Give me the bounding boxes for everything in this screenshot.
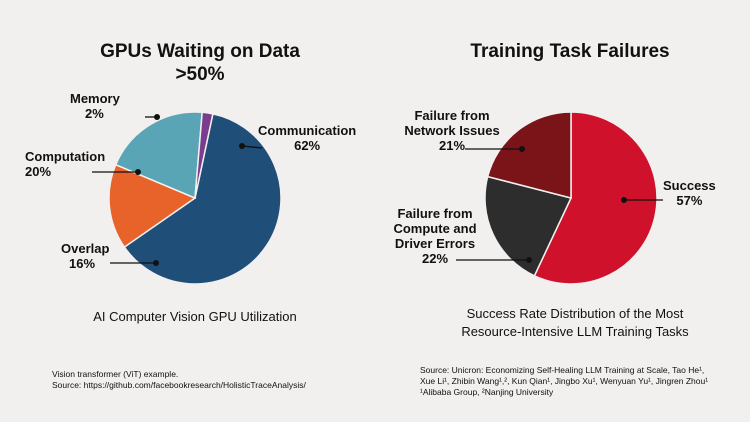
label-compute-line-2: Compute and <box>393 221 477 236</box>
label-network-value: 21% <box>438 138 466 153</box>
overlap-leader-dot <box>153 260 159 266</box>
slice-network-failure <box>486 111 572 199</box>
label-success: Success 57% <box>663 178 716 208</box>
label-communication: Communication 62% <box>258 123 356 153</box>
label-compute-line-3: Driver Errors <box>394 236 476 251</box>
right-source-line-1: Source: Unicron: Economizing Self-Healin… <box>420 365 705 375</box>
slice-success <box>533 111 658 285</box>
communication-leader-dot <box>239 143 245 149</box>
label-computation-name: Computation <box>25 149 106 164</box>
label-computation-value: 20% <box>25 164 52 179</box>
label-compute-failure: Failure from Compute and Driver Errors 2… <box>387 206 483 266</box>
right-chart-caption: Success Rate Distribution of the Most Re… <box>425 305 725 341</box>
left-subtitle-text: >50% <box>175 64 225 85</box>
slice-overlap <box>108 163 197 249</box>
communication-leader-line <box>241 145 263 149</box>
label-network-line-2: Network Issues <box>404 123 500 138</box>
right-source-line-3: ¹Alibaba Group, ²Nanjing University <box>420 387 554 397</box>
compute-failure-leader-dot <box>526 257 532 263</box>
right-caption-line-2: Resource-Intensive LLM Training Tasks <box>461 324 689 339</box>
label-communication-name: Communication <box>258 123 357 138</box>
slice-computation <box>114 111 204 200</box>
label-network-line-1: Failure from <box>414 108 490 123</box>
label-computation: Computation 20% <box>25 149 105 179</box>
slice-compute-failure <box>484 175 573 277</box>
label-overlap-value: 16% <box>69 256 96 271</box>
right-chart-title: Training Task Failures <box>470 41 670 62</box>
left-source-line-2: Source: https://github.com/facebookresea… <box>52 380 306 390</box>
right-source-line-2: Xue Li¹, Zhibin Wang¹,², Kun Qian¹, Jing… <box>420 376 709 386</box>
label-memory-name: Memory <box>70 91 120 106</box>
right-source: Source: Unicron: Economizing Self-Healin… <box>420 365 708 398</box>
label-overlap-name: Overlap <box>61 241 110 256</box>
left-source-line-1: Vision transformer (ViT) example. <box>52 369 179 379</box>
slice-communication <box>123 112 282 285</box>
label-memory: Memory 2% <box>70 91 120 121</box>
label-network-failure: Failure from Network Issues 21% <box>402 108 502 153</box>
label-compute-value: 22% <box>421 251 449 266</box>
label-success-value: 57% <box>676 193 703 208</box>
network-failure-leader-dot <box>519 146 525 152</box>
left-chart-title: GPUs Waiting on Data >50% <box>60 40 340 86</box>
right-caption-line-1: Success Rate Distribution of the Most <box>466 306 684 321</box>
label-overlap: Overlap 16% <box>61 241 109 271</box>
label-compute-line-1: Failure from <box>397 206 473 221</box>
left-source: Vision transformer (ViT) example. Source… <box>52 369 306 391</box>
success-leader-dot <box>621 197 627 203</box>
label-success-name: Success <box>663 178 716 193</box>
memory-leader-dot <box>154 114 160 120</box>
computation-leader-dot <box>135 169 141 175</box>
left-chart-caption: AI Computer Vision GPU Utilization <box>93 309 297 324</box>
label-memory-value: 2% <box>85 106 104 121</box>
slice-memory <box>194 111 214 199</box>
left-title-text: GPUs Waiting on Data <box>100 41 300 62</box>
label-communication-value: 62% <box>294 138 321 153</box>
